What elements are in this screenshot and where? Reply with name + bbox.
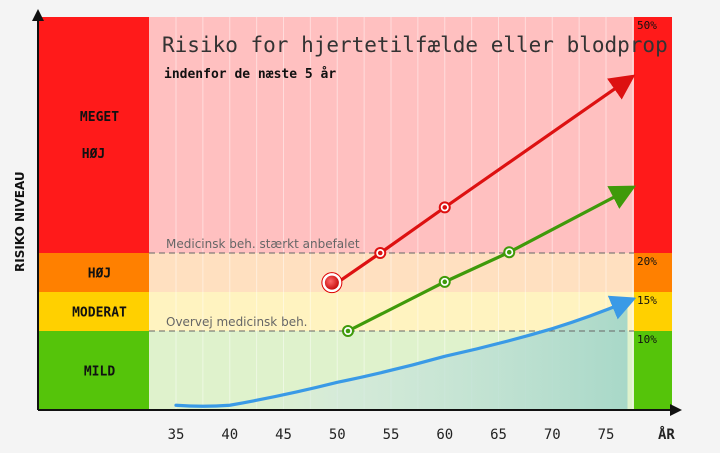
blue-area-fill <box>176 301 628 410</box>
x-tick-label: 65 <box>490 427 507 443</box>
x-tick-label: 70 <box>544 427 561 443</box>
band-fill-hoj <box>149 253 634 292</box>
series-line-green <box>346 185 636 333</box>
risk-level-label-moderat: MODERAT <box>72 306 127 321</box>
chart-subtitle: indenfor de næste 5 år <box>164 67 336 82</box>
x-axis-label: ÅR <box>658 426 675 443</box>
band-right-hoj <box>634 253 672 292</box>
threshold-label: Overvej medicinsk beh. <box>166 315 308 329</box>
x-tick-label: 45 <box>275 427 292 443</box>
x-axis-arrow <box>670 404 682 416</box>
y-axis-label: RISIKO NIVEAU <box>13 171 27 272</box>
band-right-moderat <box>634 292 672 331</box>
vertical-grid <box>175 17 634 410</box>
threshold-lines: Medicinsk beh. stærkt anbefalet Overvej m… <box>149 237 634 332</box>
percent-label: 50% <box>637 19 657 32</box>
band-fill-moderat <box>149 292 634 331</box>
chart-title: Risiko for hjertetilfælde eller blodprop <box>162 33 668 57</box>
series-marker-dot-green <box>506 249 512 255</box>
risk-level-labels: MILD MODERAT HØJ MEGET HØJ <box>72 110 127 380</box>
series-marker-dot-green <box>442 279 448 285</box>
band-left-moderat <box>38 292 149 331</box>
series-marker-dot-red <box>442 205 448 210</box>
series-line-red <box>335 74 636 285</box>
series-line-blue <box>174 295 637 408</box>
band-fill-meget-hoj <box>149 17 634 253</box>
band-left-hoj <box>38 253 149 292</box>
risk-level-label-mild: MILD <box>84 365 115 380</box>
x-tick-label: 50 <box>329 427 346 443</box>
percent-label: 20% <box>637 255 657 268</box>
y-axis-arrow <box>32 9 44 21</box>
percent-labels: 10% 15% 20% 50% <box>637 19 657 346</box>
x-tick-label: 60 <box>436 427 453 443</box>
highlight-marker <box>324 275 339 290</box>
risk-level-label-hoj: HØJ <box>88 267 111 282</box>
series-marker-dot-red <box>377 250 383 256</box>
percent-label: 10% <box>637 333 657 346</box>
x-tick-labels: 35 40 45 50 55 60 65 70 75 <box>168 427 615 443</box>
band-left-meget-hoj <box>38 17 149 253</box>
blue-area <box>176 301 628 410</box>
x-tick-label: 35 <box>168 427 185 443</box>
risk-level-label-meget-hoj: MEGET <box>80 110 119 125</box>
percent-label: 15% <box>637 294 657 307</box>
band-right-mild <box>634 331 672 410</box>
axes <box>32 9 682 416</box>
band-right-meget-hoj <box>634 17 672 253</box>
x-tick-label: 55 <box>383 427 400 443</box>
threshold-label: Medicinsk beh. stærkt anbefalet <box>166 237 360 251</box>
x-tick-label: 75 <box>598 427 615 443</box>
band-left-mild <box>38 331 149 410</box>
series-lines <box>174 74 637 408</box>
risk-level-label-meget-hoj: HØJ <box>82 147 105 162</box>
series-marker-dot-green <box>345 328 351 334</box>
x-tick-label: 40 <box>221 427 238 443</box>
